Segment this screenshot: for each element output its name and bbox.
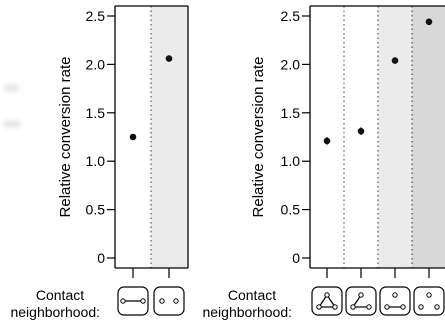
x-axis-label-2-line-2: neighborhood: [202, 304, 292, 320]
y-tick-label-2-0: 0 [292, 250, 300, 266]
no-edges-icon-frame [413, 286, 445, 316]
no-edges-icon-node-2 [418, 304, 424, 310]
path-icon-frame [345, 286, 377, 316]
y-tick-label-1-1: 0.5 [86, 202, 106, 218]
y-tick-label-1-2: 1.0 [86, 153, 106, 169]
one-edge-icon-frame [379, 286, 411, 316]
connected-pair-icon-node-2 [140, 298, 146, 304]
unconnected-pair-icon [153, 286, 185, 316]
data-point-2-2 [357, 127, 365, 135]
unconnected-pair-icon-node-2 [173, 298, 179, 304]
unconnected-pair-icon-frame [153, 286, 185, 316]
y-tick-label-2-2: 1.0 [281, 153, 301, 169]
y-tick-label-2-3: 1.5 [281, 105, 301, 121]
triangle-icon-frame [311, 286, 343, 316]
no-edges-icon-node-1 [426, 292, 432, 298]
connected-pair-icon [117, 286, 149, 316]
scan-blemish-bottom [2, 120, 22, 128]
x-axis-label-1-line-1: Contact [36, 287, 84, 303]
y-tick-label-1-0: 0 [97, 250, 105, 266]
one-edge-icon-node-2 [384, 304, 390, 310]
one-edge-icon [379, 286, 411, 316]
path-icon-node-3 [366, 304, 372, 310]
data-point-2-3 [391, 57, 399, 64]
one-edge-icon-node-1 [392, 292, 398, 298]
triangle-icon [311, 286, 343, 316]
y-tick-label-2-4: 2.0 [281, 56, 301, 72]
data-point-1-1 [129, 133, 137, 141]
shaded-region-2-4 [412, 6, 445, 268]
y-axis-label-2: Relative conversion rate [250, 57, 267, 218]
triangle-icon-node-2 [316, 304, 322, 310]
triangle-icon-node-1 [324, 292, 330, 298]
data-point-2-1 [323, 137, 331, 145]
data-point-1-2 [165, 55, 173, 62]
y-tick-label-1-3: 1.5 [86, 105, 106, 121]
shaded-region-1-2 [151, 6, 187, 268]
y-tick-label-2-1: 0.5 [281, 202, 301, 218]
one-edge-icon-node-3 [400, 304, 406, 310]
no-edges-icon [413, 286, 445, 316]
path-icon-node-1 [358, 292, 364, 298]
y-tick-label-2-5: 2.5 [281, 8, 301, 24]
x-axis-label-2-line-1: Contact [228, 287, 276, 303]
path-icon [345, 286, 377, 316]
path-icon-node-2 [350, 304, 356, 310]
triangle-icon-node-3 [332, 304, 338, 310]
x-axis-label-1-line-2: neighborhood: [10, 304, 100, 320]
y-tick-label-1-5: 2.5 [86, 8, 106, 24]
data-point-2-4 [425, 18, 433, 26]
connected-pair-icon-node-1 [120, 298, 126, 304]
scan-blemish-top [3, 84, 19, 92]
unconnected-pair-icon-node-1 [159, 298, 165, 304]
y-tick-label-1-4: 2.0 [86, 56, 106, 72]
y-axis-label-1: Relative conversion rate [57, 57, 74, 218]
shaded-region-2-3 [378, 6, 412, 268]
no-edges-icon-node-3 [434, 304, 440, 310]
